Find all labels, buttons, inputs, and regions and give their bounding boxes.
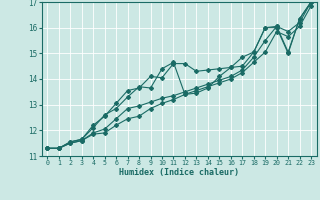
X-axis label: Humidex (Indice chaleur): Humidex (Indice chaleur): [119, 168, 239, 177]
